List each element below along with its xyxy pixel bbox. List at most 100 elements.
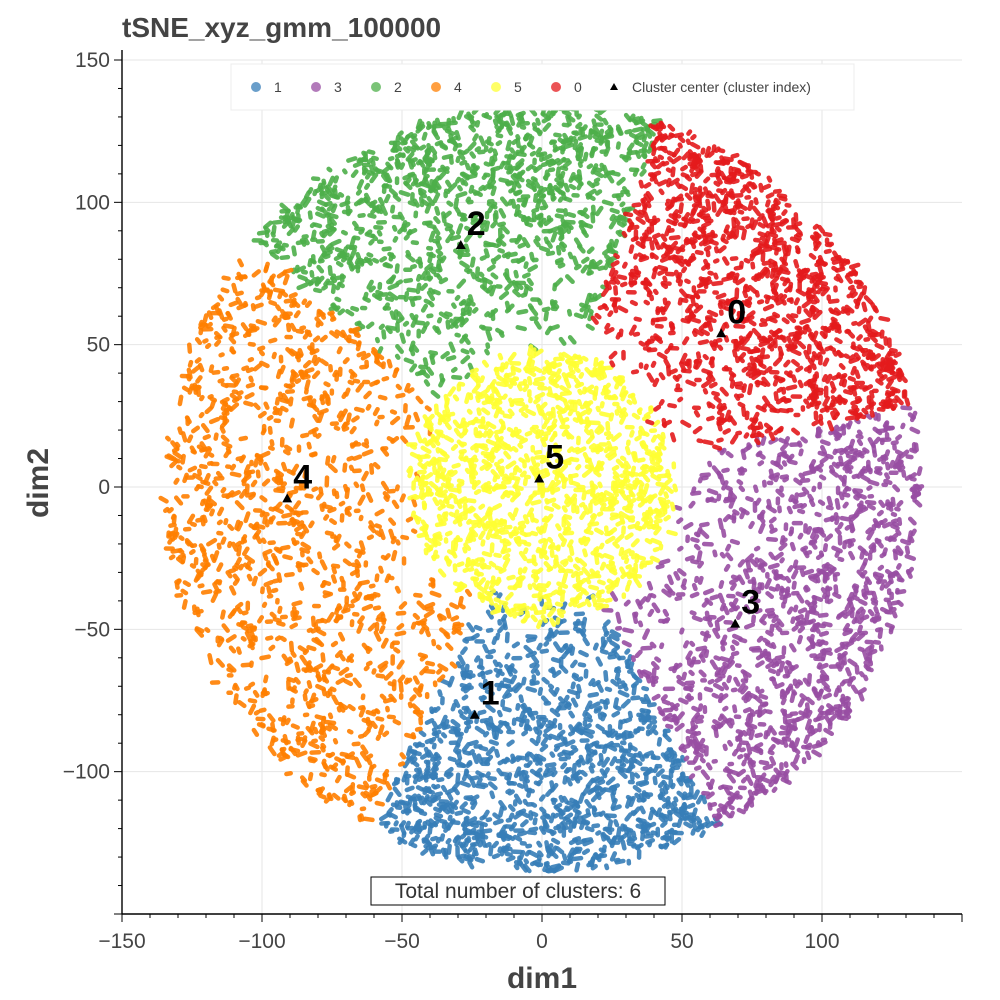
data-point [197,362,205,373]
data-point [378,724,385,736]
data-point [696,550,703,563]
data-point [313,222,323,229]
data-point [533,726,540,735]
data-point [567,858,574,865]
data-point [314,714,326,721]
data-point [468,749,475,756]
data-point [415,282,422,295]
data-point [705,820,715,829]
data-point [289,322,297,332]
data-point [393,820,399,827]
data-point [558,533,566,542]
data-point [342,462,348,473]
data-point [667,809,673,822]
data-point [435,234,442,241]
data-point [458,451,465,460]
data-point [219,418,230,429]
data-point [567,364,574,373]
data-point [617,832,629,842]
data-point [460,348,470,355]
data-point [510,164,521,171]
data-point [409,363,418,373]
data-point [204,485,214,496]
data-point [468,739,479,747]
data-point [508,812,515,821]
data-point [580,264,589,274]
data-point [836,609,848,619]
data-point [676,711,685,721]
data-point [488,560,497,568]
data-point [387,282,400,291]
data-point [573,312,585,319]
data-point [432,226,441,236]
data-point [364,172,371,180]
data-point [651,693,661,701]
data-point [750,768,757,779]
data-point [466,408,473,415]
data-point [536,719,542,727]
data-point [497,248,505,254]
data-point [285,346,296,357]
data-point [312,663,324,672]
data-point [846,596,855,602]
data-point [317,551,323,560]
data-point [891,521,899,528]
data-point [341,426,350,432]
data-point [404,382,411,393]
data-point [396,311,405,321]
data-point [311,486,319,493]
data-point [658,843,665,850]
data-point [413,687,423,698]
data-point [491,840,500,849]
data-point [483,242,495,248]
data-point [769,527,778,534]
data-point [446,503,455,510]
data-point [433,812,444,819]
data-point [459,780,471,788]
data-point [515,755,523,763]
data-point [844,538,856,544]
data-point [806,672,812,685]
data-point [660,820,668,828]
data-point [721,467,730,474]
data-point [543,310,549,322]
data-point [599,648,609,655]
data-point [190,365,201,374]
data-point [368,583,376,589]
data-point [423,609,435,619]
data-point [587,692,600,698]
data-point [469,151,477,159]
data-point [194,626,205,634]
data-point [757,688,765,695]
data-point [560,820,569,830]
data-point [606,636,613,643]
data-point [729,810,735,819]
data-point [644,537,653,545]
data-point [487,781,498,791]
data-point [189,563,197,569]
data-point [582,504,590,515]
chart-title: tSNE_xyz_gmm_100000 [122,12,441,43]
data-point [227,540,233,549]
data-point [773,767,783,778]
data-point [607,654,617,660]
data-point [673,810,682,819]
data-point [372,206,384,215]
data-point [315,432,322,439]
data-point [581,256,590,264]
data-point [524,723,533,732]
data-point [618,745,626,753]
data-point [725,450,734,459]
data-point [820,444,827,455]
data-point [856,468,865,479]
data-point [606,837,613,845]
data-point [394,630,407,637]
data-point [628,795,636,808]
data-point [493,597,501,603]
data-point [697,476,703,484]
data-point [473,190,481,196]
data-point [560,762,568,770]
data-point [626,399,633,406]
data-point [649,675,656,688]
data-point [382,730,390,738]
